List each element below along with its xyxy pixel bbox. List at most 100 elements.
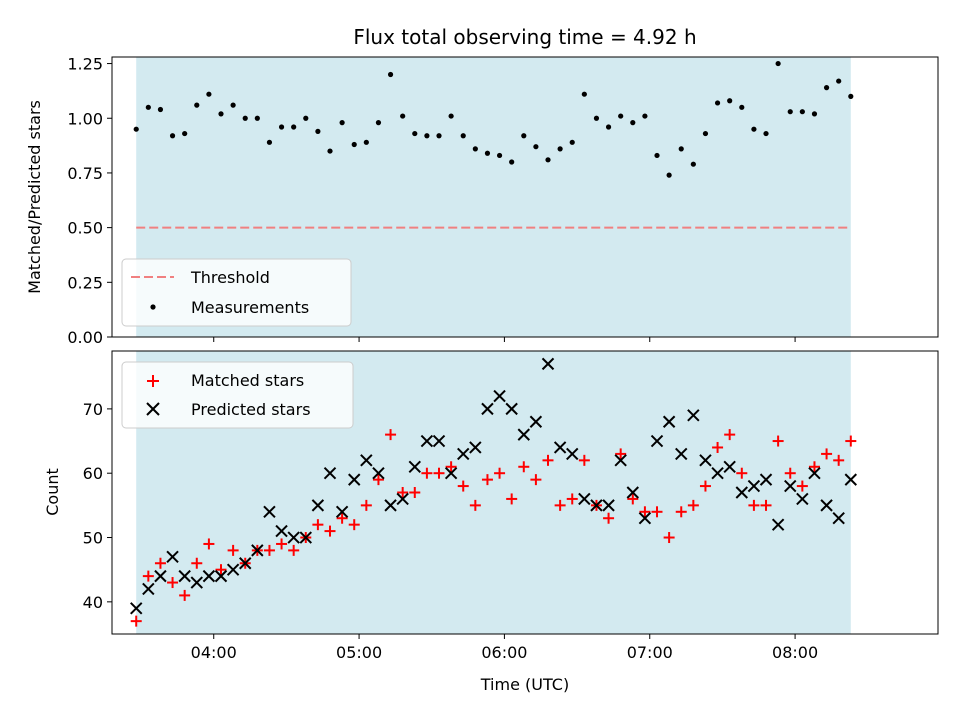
point-matched-stars xyxy=(736,467,748,479)
x-tick-label: 06:00 xyxy=(481,643,527,662)
point-matched-stars xyxy=(699,480,711,492)
point-predicted-stars xyxy=(505,402,518,416)
point-matched-stars xyxy=(445,461,457,473)
point-measurements xyxy=(169,133,176,139)
point-predicted-stars xyxy=(796,492,809,506)
point-predicted-stars xyxy=(578,492,591,506)
point-predicted-stars xyxy=(239,557,252,570)
point-measurements xyxy=(630,120,636,126)
point-predicted-stars xyxy=(735,486,749,499)
point-measurements xyxy=(605,124,612,130)
point-predicted-stars xyxy=(166,550,179,564)
point-matched-stars xyxy=(130,615,142,627)
point-measurements xyxy=(545,157,551,163)
point-measurements xyxy=(823,85,830,91)
point-predicted-stars xyxy=(675,447,688,461)
point-matched-stars xyxy=(360,499,372,511)
point-measurements xyxy=(157,106,164,113)
point-matched-stars xyxy=(566,493,578,505)
point-measurements xyxy=(654,152,660,159)
point-matched-stars xyxy=(154,557,166,569)
point-matched-stars xyxy=(397,487,409,498)
point-measurements xyxy=(436,133,442,139)
point-matched-stars xyxy=(627,493,639,505)
legend-matched-swatch xyxy=(147,375,159,387)
point-measurements xyxy=(291,124,297,130)
point-predicted-stars xyxy=(384,499,397,512)
point-measurements xyxy=(666,172,672,178)
point-matched-stars xyxy=(808,461,820,473)
point-matched-stars xyxy=(518,461,530,473)
panel-count: 40 50 60 70 04:00 05:00 06:00 07:00 08:00 Count… xyxy=(43,350,939,662)
chart-title: Flux total observing time = 4.92 h xyxy=(353,25,696,49)
point-measurements xyxy=(182,130,188,137)
point-measurements xyxy=(254,115,260,121)
point-measurements xyxy=(242,115,248,121)
point-predicted-stars xyxy=(699,454,712,467)
point-predicted-stars xyxy=(287,531,300,544)
point-predicted-stars xyxy=(420,434,434,448)
point-predicted-stars xyxy=(335,505,349,519)
point-matched-stars xyxy=(348,519,360,531)
point-matched-stars xyxy=(639,506,651,518)
point-measurements xyxy=(593,115,600,121)
panel-count-ylabel: Count xyxy=(43,468,62,516)
point-predicted-stars xyxy=(481,402,494,416)
point-predicted-stars xyxy=(493,389,506,403)
point-measurements xyxy=(848,93,854,99)
point-matched-stars xyxy=(760,499,772,511)
legend-count-box xyxy=(121,361,354,429)
point-matched-stars xyxy=(845,435,857,447)
point-predicted-stars xyxy=(469,441,482,454)
legend-predicted-label: Predicted stars xyxy=(191,400,311,419)
point-predicted-stars xyxy=(142,582,155,596)
point-measurements xyxy=(472,146,478,152)
point-predicted-stars xyxy=(154,569,167,583)
point-matched-stars xyxy=(542,454,554,466)
point-predicted-stars xyxy=(614,454,627,467)
point-measurements xyxy=(836,78,842,84)
point-measurements xyxy=(557,146,563,152)
x-tick-label: 04:00 xyxy=(191,643,237,662)
y-tick-label-ratio: 1.00 xyxy=(67,109,103,128)
point-measurements xyxy=(533,144,539,150)
legend-measurements-label: Measurements xyxy=(191,298,309,317)
point-predicted-stars xyxy=(263,505,276,519)
point-measurements xyxy=(618,113,624,119)
point-predicted-stars xyxy=(457,447,470,461)
y-tick-label-count: 40 xyxy=(83,593,103,612)
y-tick-label-ratio: 0.50 xyxy=(67,219,103,238)
point-predicted-stars xyxy=(130,602,143,615)
x-tick-label: 08:00 xyxy=(772,643,818,662)
point-matched-stars xyxy=(554,499,566,511)
point-matched-stars xyxy=(288,544,300,556)
point-matched-stars xyxy=(615,448,627,460)
legend-threshold-label: Threshold xyxy=(190,268,270,287)
point-measurements xyxy=(714,100,721,106)
legend-predicted-swatch xyxy=(146,402,160,416)
point-matched-stars xyxy=(821,448,833,460)
point-measurements xyxy=(448,113,454,119)
point-predicted-stars xyxy=(348,473,361,486)
point-measurements xyxy=(339,120,345,126)
y-tick-label-ratio: 0.75 xyxy=(67,164,103,183)
point-matched-stars xyxy=(687,499,699,511)
point-matched-stars xyxy=(203,538,215,550)
point-predicted-stars xyxy=(650,434,664,448)
point-predicted-stars xyxy=(323,466,337,480)
point-matched-stars xyxy=(675,506,687,518)
point-predicted-stars xyxy=(202,569,216,583)
point-matched-stars xyxy=(578,454,590,466)
point-measurements xyxy=(642,113,648,119)
point-measurements xyxy=(569,139,575,145)
point-predicted-stars xyxy=(529,415,543,428)
point-measurements xyxy=(460,133,466,139)
point-matched-stars xyxy=(530,474,542,486)
point-measurements xyxy=(484,150,491,156)
point-matched-stars xyxy=(372,474,384,486)
point-matched-stars xyxy=(772,435,784,447)
point-measurements xyxy=(799,109,805,115)
legend-measurements-swatch xyxy=(150,304,156,310)
point-predicted-stars xyxy=(820,499,833,512)
point-measurements xyxy=(230,102,236,108)
